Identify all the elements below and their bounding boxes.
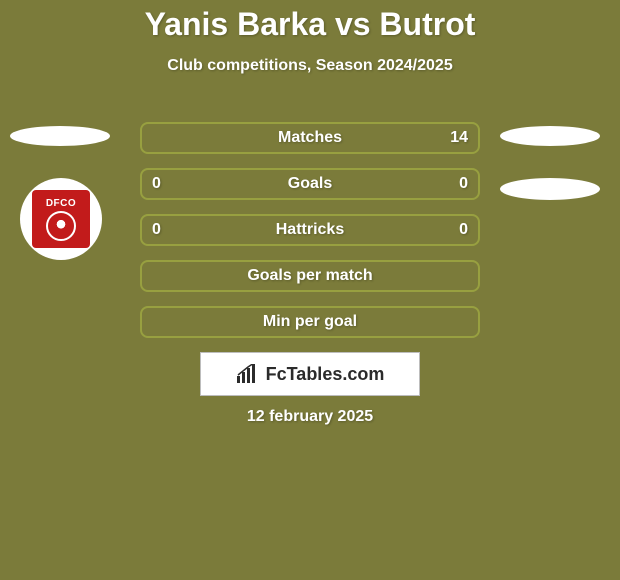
stat-row-matches: Matches 14 (140, 122, 480, 154)
stat-row-goals-per-match: Goals per match (140, 260, 480, 292)
stat-right-value: 0 (459, 175, 468, 193)
stat-left-value: 0 (152, 175, 161, 193)
club-logo-left: DFCO (20, 178, 102, 260)
stat-row-goals: 0 Goals 0 (140, 168, 480, 200)
eagle-icon (46, 211, 76, 241)
stat-label: Matches (278, 129, 342, 147)
stat-left-value: 0 (152, 221, 161, 239)
stat-label: Min per goal (263, 313, 357, 331)
player-right-placeholder-ellipse-2 (500, 178, 600, 200)
club-logo-badge: DFCO (32, 190, 90, 248)
stat-row-min-per-goal: Min per goal (140, 306, 480, 338)
comparison-infographic: Yanis Barka vs Butrot Club competitions,… (0, 0, 620, 580)
brand-box: FcTables.com (200, 352, 420, 396)
date-text: 12 february 2025 (0, 408, 620, 426)
page-subtitle: Club competitions, Season 2024/2025 (0, 57, 620, 75)
bar-chart-icon (236, 364, 260, 384)
page-title: Yanis Barka vs Butrot (0, 0, 620, 43)
club-logo-text: DFCO (46, 198, 76, 209)
stat-right-value: 0 (459, 221, 468, 239)
brand-text: FcTables.com (266, 364, 385, 385)
stat-right-value: 14 (450, 129, 468, 147)
player-left-placeholder-ellipse (10, 126, 110, 146)
stats-rows: Matches 14 0 Goals 0 0 Hattricks 0 Goals… (140, 122, 480, 352)
stat-label: Goals per match (247, 267, 372, 285)
stat-label: Goals (288, 175, 332, 193)
player-right-placeholder-ellipse-1 (500, 126, 600, 146)
stat-row-hattricks: 0 Hattricks 0 (140, 214, 480, 246)
stat-label: Hattricks (276, 221, 344, 239)
